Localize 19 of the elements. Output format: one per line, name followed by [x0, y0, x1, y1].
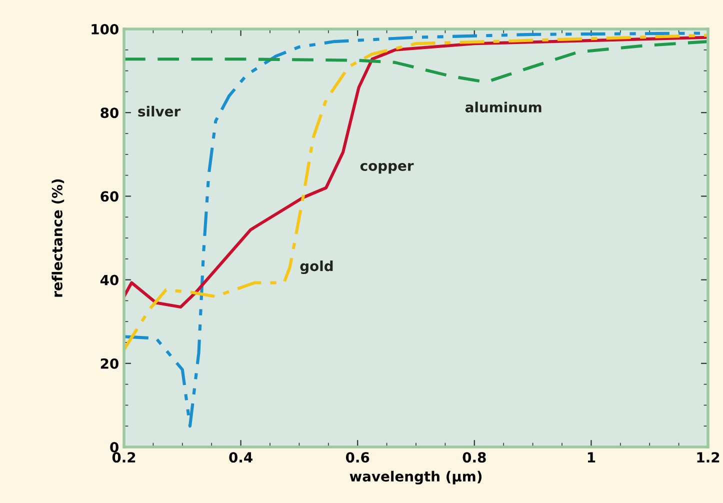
- series-label: gold: [300, 260, 333, 274]
- x-tick-label: 0.2: [112, 452, 136, 463]
- y-tick-label: 0: [110, 442, 118, 452]
- x-tick-label: 0.6: [346, 452, 370, 463]
- y-tick-label: 40: [100, 274, 118, 286]
- y-tick-label: 60: [100, 191, 118, 202]
- y-tick-label: 100: [92, 24, 118, 34]
- x-tick-label: 0.4: [229, 452, 252, 463]
- x-tick-label: 1.2: [697, 452, 720, 462]
- text: silver: [138, 106, 181, 117]
- series-label: aluminum: [465, 102, 542, 112]
- line-series: [124, 40, 708, 84]
- x-tick-label: 0.8: [462, 452, 486, 463]
- x-tick-label: 1: [588, 452, 596, 462]
- x-axis-title: wavelength (µm): [350, 470, 482, 484]
- y-tick-label: 20: [100, 358, 118, 369]
- y-tick-label: 80: [100, 108, 118, 118]
- y-axis-title: reflectance (%): [52, 179, 64, 297]
- series-label: copper: [360, 162, 414, 174]
